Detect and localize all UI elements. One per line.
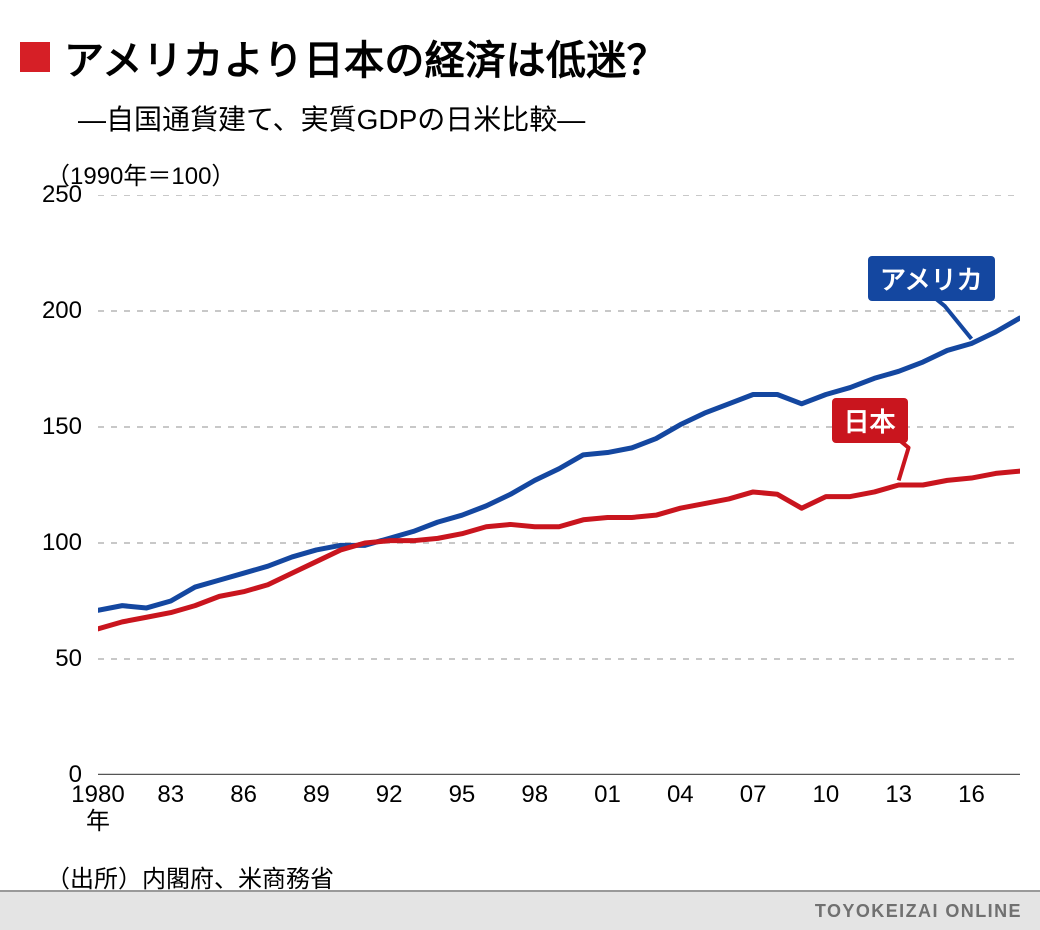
y-axis-annotation: （1990年＝100） bbox=[46, 156, 1020, 191]
plot-region: アメリカ日本 bbox=[98, 195, 1020, 775]
chart-title-row: アメリカより日本の経済は低迷？ bbox=[20, 28, 1020, 86]
x-tick-label: 83 bbox=[157, 781, 184, 809]
footer-bar: TOYOKEIZAI ONLINE bbox=[0, 890, 1040, 930]
y-tick-label: 100 bbox=[42, 529, 82, 557]
x-tick-label: 98 bbox=[521, 781, 548, 809]
chart-source: （出所）内閣府、米商務省 bbox=[46, 859, 1020, 894]
x-tick-label: 86 bbox=[230, 781, 257, 809]
x-tick-label: 13 bbox=[885, 781, 912, 809]
series-label: 日本 bbox=[832, 398, 908, 443]
x-tick-label: 1980年 bbox=[71, 781, 124, 835]
series-label: アメリカ bbox=[868, 256, 995, 301]
x-tick-label: 95 bbox=[449, 781, 476, 809]
x-tick-label: 04 bbox=[667, 781, 694, 809]
y-axis-labels: 050100150200250 bbox=[20, 195, 90, 835]
x-tick-label: 16 bbox=[958, 781, 985, 809]
y-tick-label: 250 bbox=[42, 181, 82, 209]
chart-area: 050100150200250 アメリカ日本 1980年838689929598… bbox=[20, 195, 1020, 835]
y-tick-label: 50 bbox=[55, 645, 82, 673]
footer-brand: TOYOKEIZAI ONLINE bbox=[815, 901, 1022, 922]
x-tick-label: 07 bbox=[740, 781, 767, 809]
x-tick-label: 92 bbox=[376, 781, 403, 809]
y-tick-label: 150 bbox=[42, 413, 82, 441]
x-axis-labels: 1980年838689929598010407101316 bbox=[98, 775, 1020, 835]
title-marker-icon bbox=[20, 42, 50, 72]
x-tick-label: 89 bbox=[303, 781, 330, 809]
x-tick-label: 10 bbox=[813, 781, 840, 809]
y-tick-label: 200 bbox=[42, 297, 82, 325]
x-tick-label: 01 bbox=[594, 781, 621, 809]
chart-title: アメリカより日本の経済は低迷？ bbox=[64, 28, 667, 86]
chart-subtitle: ―自国通貨建て、実質GDPの日米比較― bbox=[78, 98, 1020, 138]
